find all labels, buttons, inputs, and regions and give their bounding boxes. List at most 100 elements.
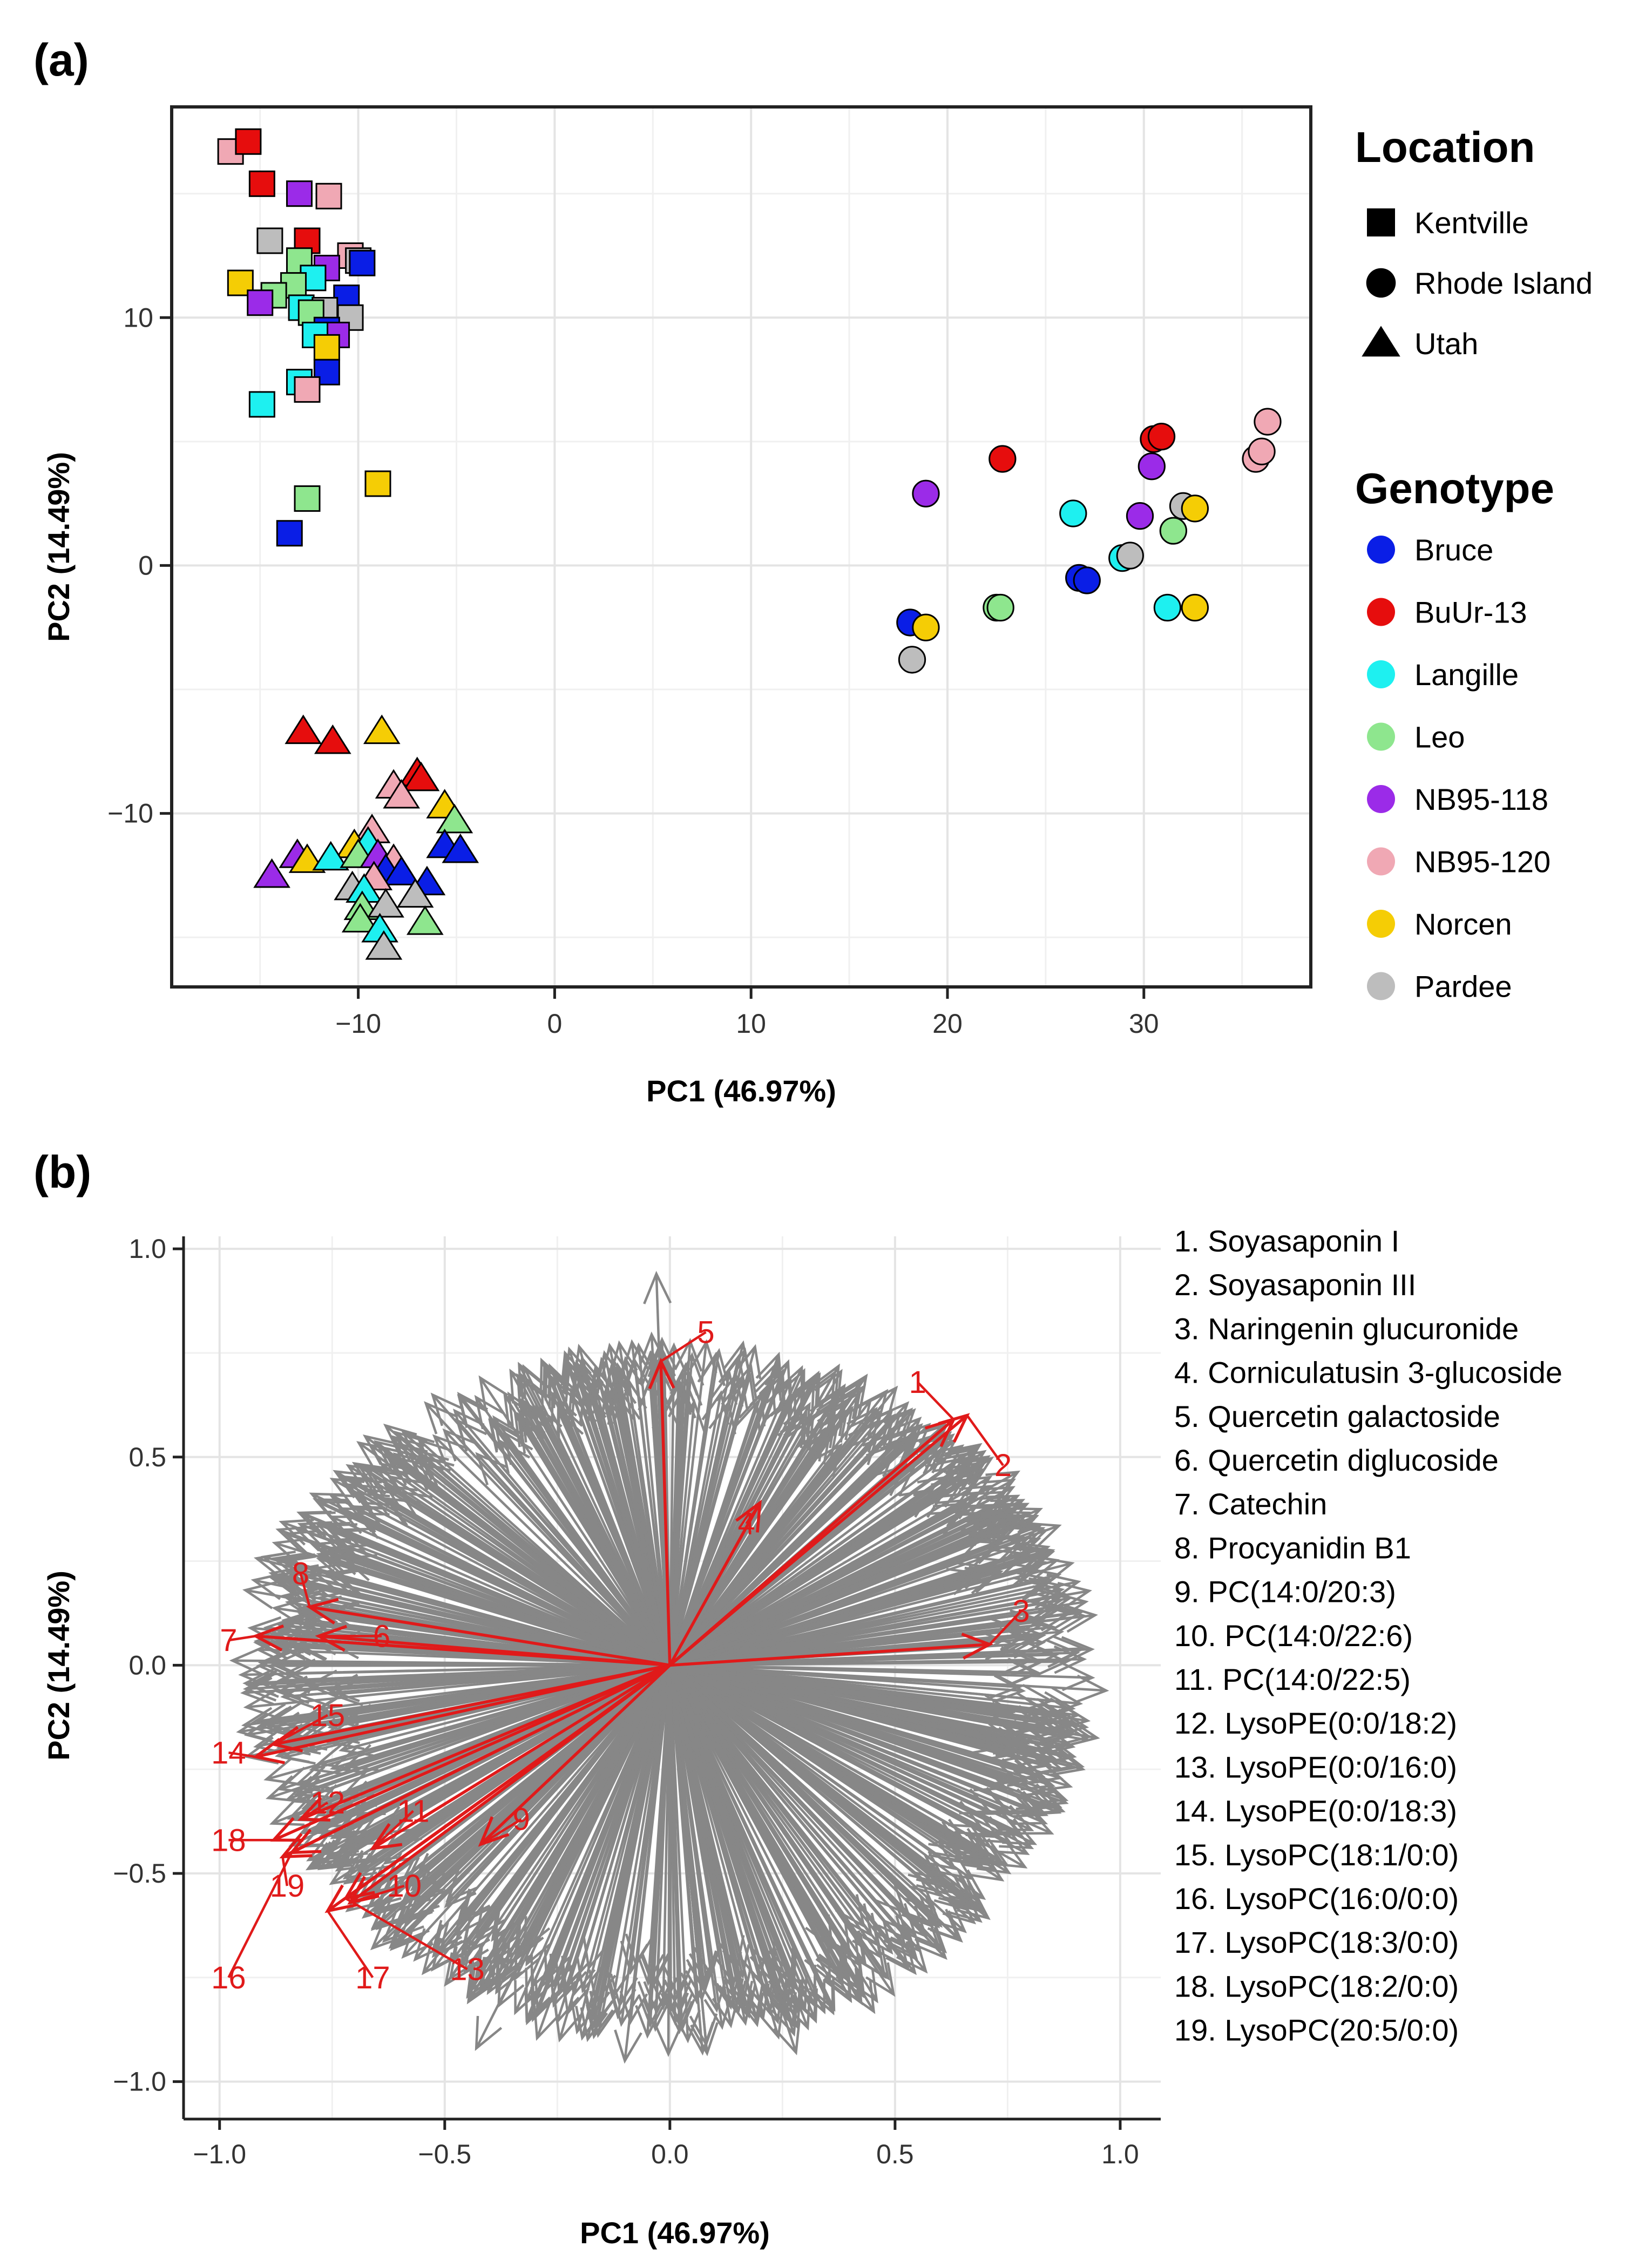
loading-arrow [585, 1664, 672, 2031]
loading-arrow [669, 1664, 1065, 1776]
highlighted-arrow-19 [279, 1663, 671, 1859]
loading-arrow [285, 1664, 671, 1803]
metabolite-legend-item: 13. LysoPE(0:0/16:0) [1174, 1750, 1457, 1784]
data-point-kentville-langille [248, 391, 275, 418]
data-point-kentville-nb95-120 [294, 376, 321, 403]
legend-shape-kentville [1367, 208, 1395, 236]
loading-arrow [346, 1464, 671, 1667]
legend-location-title: Location [1355, 123, 1535, 171]
loading-label-6: 6 [373, 1619, 390, 1654]
loading-label-11: 11 [397, 1794, 429, 1829]
loading-label-12: 12 [310, 1785, 346, 1821]
loading-arrow [668, 1340, 751, 1666]
loading-label-14: 14 [211, 1735, 246, 1770]
loading-arrow [668, 1405, 854, 1666]
loading-arrow [268, 1569, 671, 1667]
data-point-rhode-island-langille [1059, 499, 1087, 527]
legend-swatch-nb95-118 [1367, 785, 1395, 813]
legend-swatch-nb95-120 [1367, 847, 1395, 876]
loading-arrow [668, 1339, 717, 1666]
label-connector-9 [480, 1818, 522, 1845]
legend-swatch-buur-13 [1367, 598, 1395, 626]
panel-b-y-tick-label: 0.0 [128, 1650, 166, 1680]
data-point-rhode-island-nb95-120 [1254, 408, 1282, 436]
data-point-utah-langille [312, 841, 350, 871]
data-point-rhode-island-norcen [1181, 593, 1209, 622]
loading-arrow [669, 1505, 993, 1667]
loading-arrow [668, 1664, 801, 2055]
loading-arrow [668, 1665, 715, 2056]
loading-arrow [417, 1438, 671, 1667]
loading-arrow [669, 1664, 1004, 1864]
data-point-utah-pardee [365, 930, 403, 960]
panel-a-x-axis-title: PC1 (46.97%) [646, 1074, 836, 1108]
metabolite-legend-item: 16. LysoPC(16:0/0:0) [1174, 1882, 1459, 1916]
label-connector-8 [299, 1573, 311, 1607]
loading-arrow [410, 1664, 671, 1892]
highlighted-arrow-7 [252, 1624, 670, 1667]
panel-b-y-tick-label: −1.0 [113, 2067, 166, 2097]
legend-genotype-label: NB95-120 [1414, 845, 1551, 879]
loading-arrow [668, 1664, 834, 1950]
panel-b-y-tick-label: 0.5 [128, 1442, 166, 1472]
panel-a-y-tick-label: 10 [123, 302, 153, 333]
data-point-rhode-island-nb95-118 [1138, 452, 1166, 481]
legend-genotype-label: Pardee [1414, 970, 1512, 1004]
loading-arrow [669, 1515, 1017, 1667]
panel-a-legend: Location Kentville Rhode Island Utah Genotyp… [1355, 123, 1593, 1004]
panel-b-label: (b) [33, 1147, 91, 1197]
panel-b-x-tick-label: −0.5 [418, 2139, 471, 2169]
data-point-utah-leo [341, 903, 379, 933]
data-point-rhode-island-nb95-120 [1248, 437, 1276, 465]
panel-b-y-axis-title: PC2 (14.49%) [42, 1571, 76, 1761]
loading-arrow [669, 1664, 1051, 1810]
panel-a-y-tick-label: −10 [107, 798, 153, 829]
loading-arrow [524, 1399, 671, 1666]
data-point-rhode-island-leo [1159, 517, 1187, 545]
loading-arrow [669, 1512, 1006, 1667]
panel-b-axis-ticks: −1.0 −0.5 0.0 0.5 1.0 −1.0 −0.5 0.0 0.5 1.0 [113, 1234, 1139, 2169]
data-point-utah-norcen [363, 714, 401, 745]
loading-arrow [491, 1664, 671, 1986]
legend-swatch-norcen [1367, 910, 1395, 938]
loading-arrow [668, 1372, 703, 1666]
metabolite-legend-item: 4. Corniculatusin 3-glucoside [1174, 1356, 1562, 1390]
loading-label-3: 3 [1012, 1594, 1030, 1629]
panel-b-y-tick-label: −0.5 [113, 1858, 166, 1889]
label-connector-19 [281, 1856, 289, 1886]
loading-arrow [514, 1664, 671, 2015]
legend-swatch-leo [1367, 722, 1395, 751]
data-point-kentville-norcen [313, 334, 340, 361]
loading-arrow [539, 1357, 671, 1666]
label-connector-12 [300, 1801, 329, 1821]
loading-arrow [533, 1664, 671, 2041]
loading-arrow [236, 1664, 671, 1742]
data-point-rhode-island-nb95-118 [912, 479, 940, 507]
loading-arrow [333, 1568, 671, 1667]
panel-a-plot-frame [170, 105, 1312, 989]
highlighted-arrow-5 [648, 1357, 675, 1666]
legend-location-label: Rhode Island [1414, 266, 1593, 300]
data-point-kentville-bruce [276, 520, 303, 547]
data-point-kentville-norcen [364, 470, 391, 497]
data-point-utah-nb95-120 [383, 779, 420, 809]
panel-a-y-tick-label: 0 [138, 550, 153, 580]
data-point-rhode-island-norcen [1181, 495, 1209, 523]
loading-arrow [610, 1665, 672, 2008]
loading-arrow [669, 1664, 1026, 1703]
data-point-rhode-island-langille [1153, 593, 1182, 622]
legend-genotype-title: Genotype [1355, 464, 1554, 512]
panel-a-y-axis-title: PC2 (14.49%) [42, 452, 76, 642]
loading-arrow [356, 1441, 671, 1667]
metabolite-legend-item: 14. LysoPE(0:0/18:3) [1174, 1794, 1457, 1828]
loading-arrow [669, 1664, 964, 1859]
loading-arrow [669, 1664, 1044, 1781]
legend-swatch-bruce [1367, 536, 1395, 564]
loading-arrow [392, 1452, 671, 1667]
loading-arrow [328, 1515, 671, 1667]
panel-b-y-tick-label: 1.0 [128, 1234, 166, 1264]
data-point-rhode-island-leo [986, 593, 1014, 622]
label-connector-2 [966, 1415, 1004, 1466]
loading-label-7: 7 [220, 1623, 237, 1658]
loading-arrow [669, 1413, 896, 1666]
